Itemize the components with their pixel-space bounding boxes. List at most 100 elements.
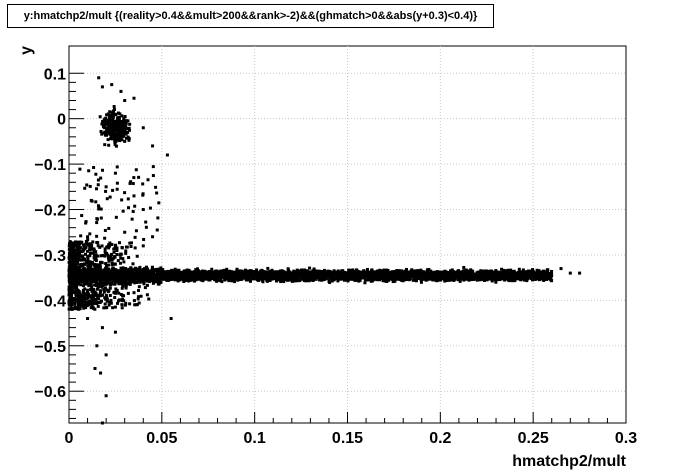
data-point (525, 277, 529, 281)
data-point (437, 274, 441, 278)
data-point (223, 272, 227, 276)
data-point (217, 276, 221, 280)
data-point (457, 276, 461, 280)
data-point (120, 276, 124, 280)
data-point (525, 279, 529, 283)
data-point (159, 277, 163, 281)
data-point (274, 279, 278, 283)
data-point (502, 274, 506, 278)
data-point (135, 272, 139, 276)
data-point (424, 278, 428, 282)
data-point (220, 280, 224, 284)
data-point (397, 276, 401, 280)
data-point (546, 273, 550, 277)
data-point (539, 277, 543, 281)
data-point (280, 277, 284, 281)
data-point (355, 276, 359, 280)
data-point (516, 274, 520, 278)
data-point (199, 272, 203, 276)
data-point (93, 272, 97, 276)
data-point (141, 274, 145, 278)
data-point (313, 277, 317, 281)
data-point (295, 268, 299, 272)
data-point (458, 272, 462, 276)
data-point (296, 279, 300, 283)
data-point (273, 277, 277, 281)
data-point (430, 277, 434, 281)
data-point (546, 268, 550, 272)
data-point (213, 274, 217, 278)
data-point (138, 265, 142, 269)
data-point (355, 268, 359, 272)
data-point (232, 278, 236, 282)
data-point (311, 278, 315, 282)
data-point (196, 277, 200, 281)
data-point (317, 278, 321, 282)
data-point (159, 266, 163, 270)
data-point (532, 270, 536, 274)
data-point (237, 272, 241, 276)
data-point (255, 268, 259, 272)
data-point (144, 269, 148, 273)
data-point (336, 272, 340, 276)
data-point (177, 277, 181, 281)
data-point (443, 269, 447, 273)
data-point (331, 270, 335, 274)
data-point (468, 271, 472, 275)
data-point (169, 277, 173, 281)
data-point (213, 271, 217, 275)
data-point (322, 268, 326, 272)
data-point (415, 270, 419, 274)
data-point (415, 272, 419, 276)
data-point (135, 269, 139, 273)
data-point (227, 279, 231, 283)
data-point (526, 272, 530, 276)
data-point (160, 268, 164, 272)
data-point (230, 279, 234, 283)
data-point (132, 272, 136, 276)
data-point (476, 271, 480, 275)
data-point (506, 275, 510, 279)
data-point (365, 268, 369, 272)
data-point (413, 278, 417, 282)
data-point (326, 272, 330, 276)
data-point (273, 272, 277, 276)
data-point (123, 273, 127, 277)
data-point (485, 272, 489, 276)
data-point (129, 273, 133, 277)
data-point (156, 272, 160, 276)
data-point (274, 270, 278, 274)
data-point (177, 268, 181, 272)
data-point (124, 278, 128, 282)
data-point (193, 272, 197, 276)
data-point (119, 277, 123, 281)
data-point (344, 277, 348, 281)
data-point (96, 270, 100, 274)
data-point (544, 274, 548, 278)
data-point (158, 269, 162, 273)
chart-title: y:hmatchp2/mult {(reality>0.4&&mult>200&… (7, 4, 494, 28)
data-point (141, 278, 145, 282)
data-point (513, 271, 517, 275)
data-point (151, 281, 155, 285)
data-point (300, 272, 304, 276)
data-point (476, 277, 480, 281)
data-point (326, 276, 330, 280)
data-point (191, 270, 195, 274)
data-point (209, 271, 213, 275)
data-point (480, 275, 484, 279)
data-point (262, 271, 266, 275)
data-point (272, 275, 276, 279)
data-point (535, 268, 539, 272)
data-point (512, 275, 516, 279)
data-point (213, 276, 217, 280)
data-point (225, 267, 229, 271)
data-point (219, 275, 223, 279)
data-point (193, 276, 197, 280)
data-point (220, 273, 224, 277)
data-point (330, 279, 334, 283)
data-point (490, 279, 494, 283)
data-point (529, 273, 533, 277)
data-point (407, 275, 411, 279)
data-point (250, 271, 254, 275)
